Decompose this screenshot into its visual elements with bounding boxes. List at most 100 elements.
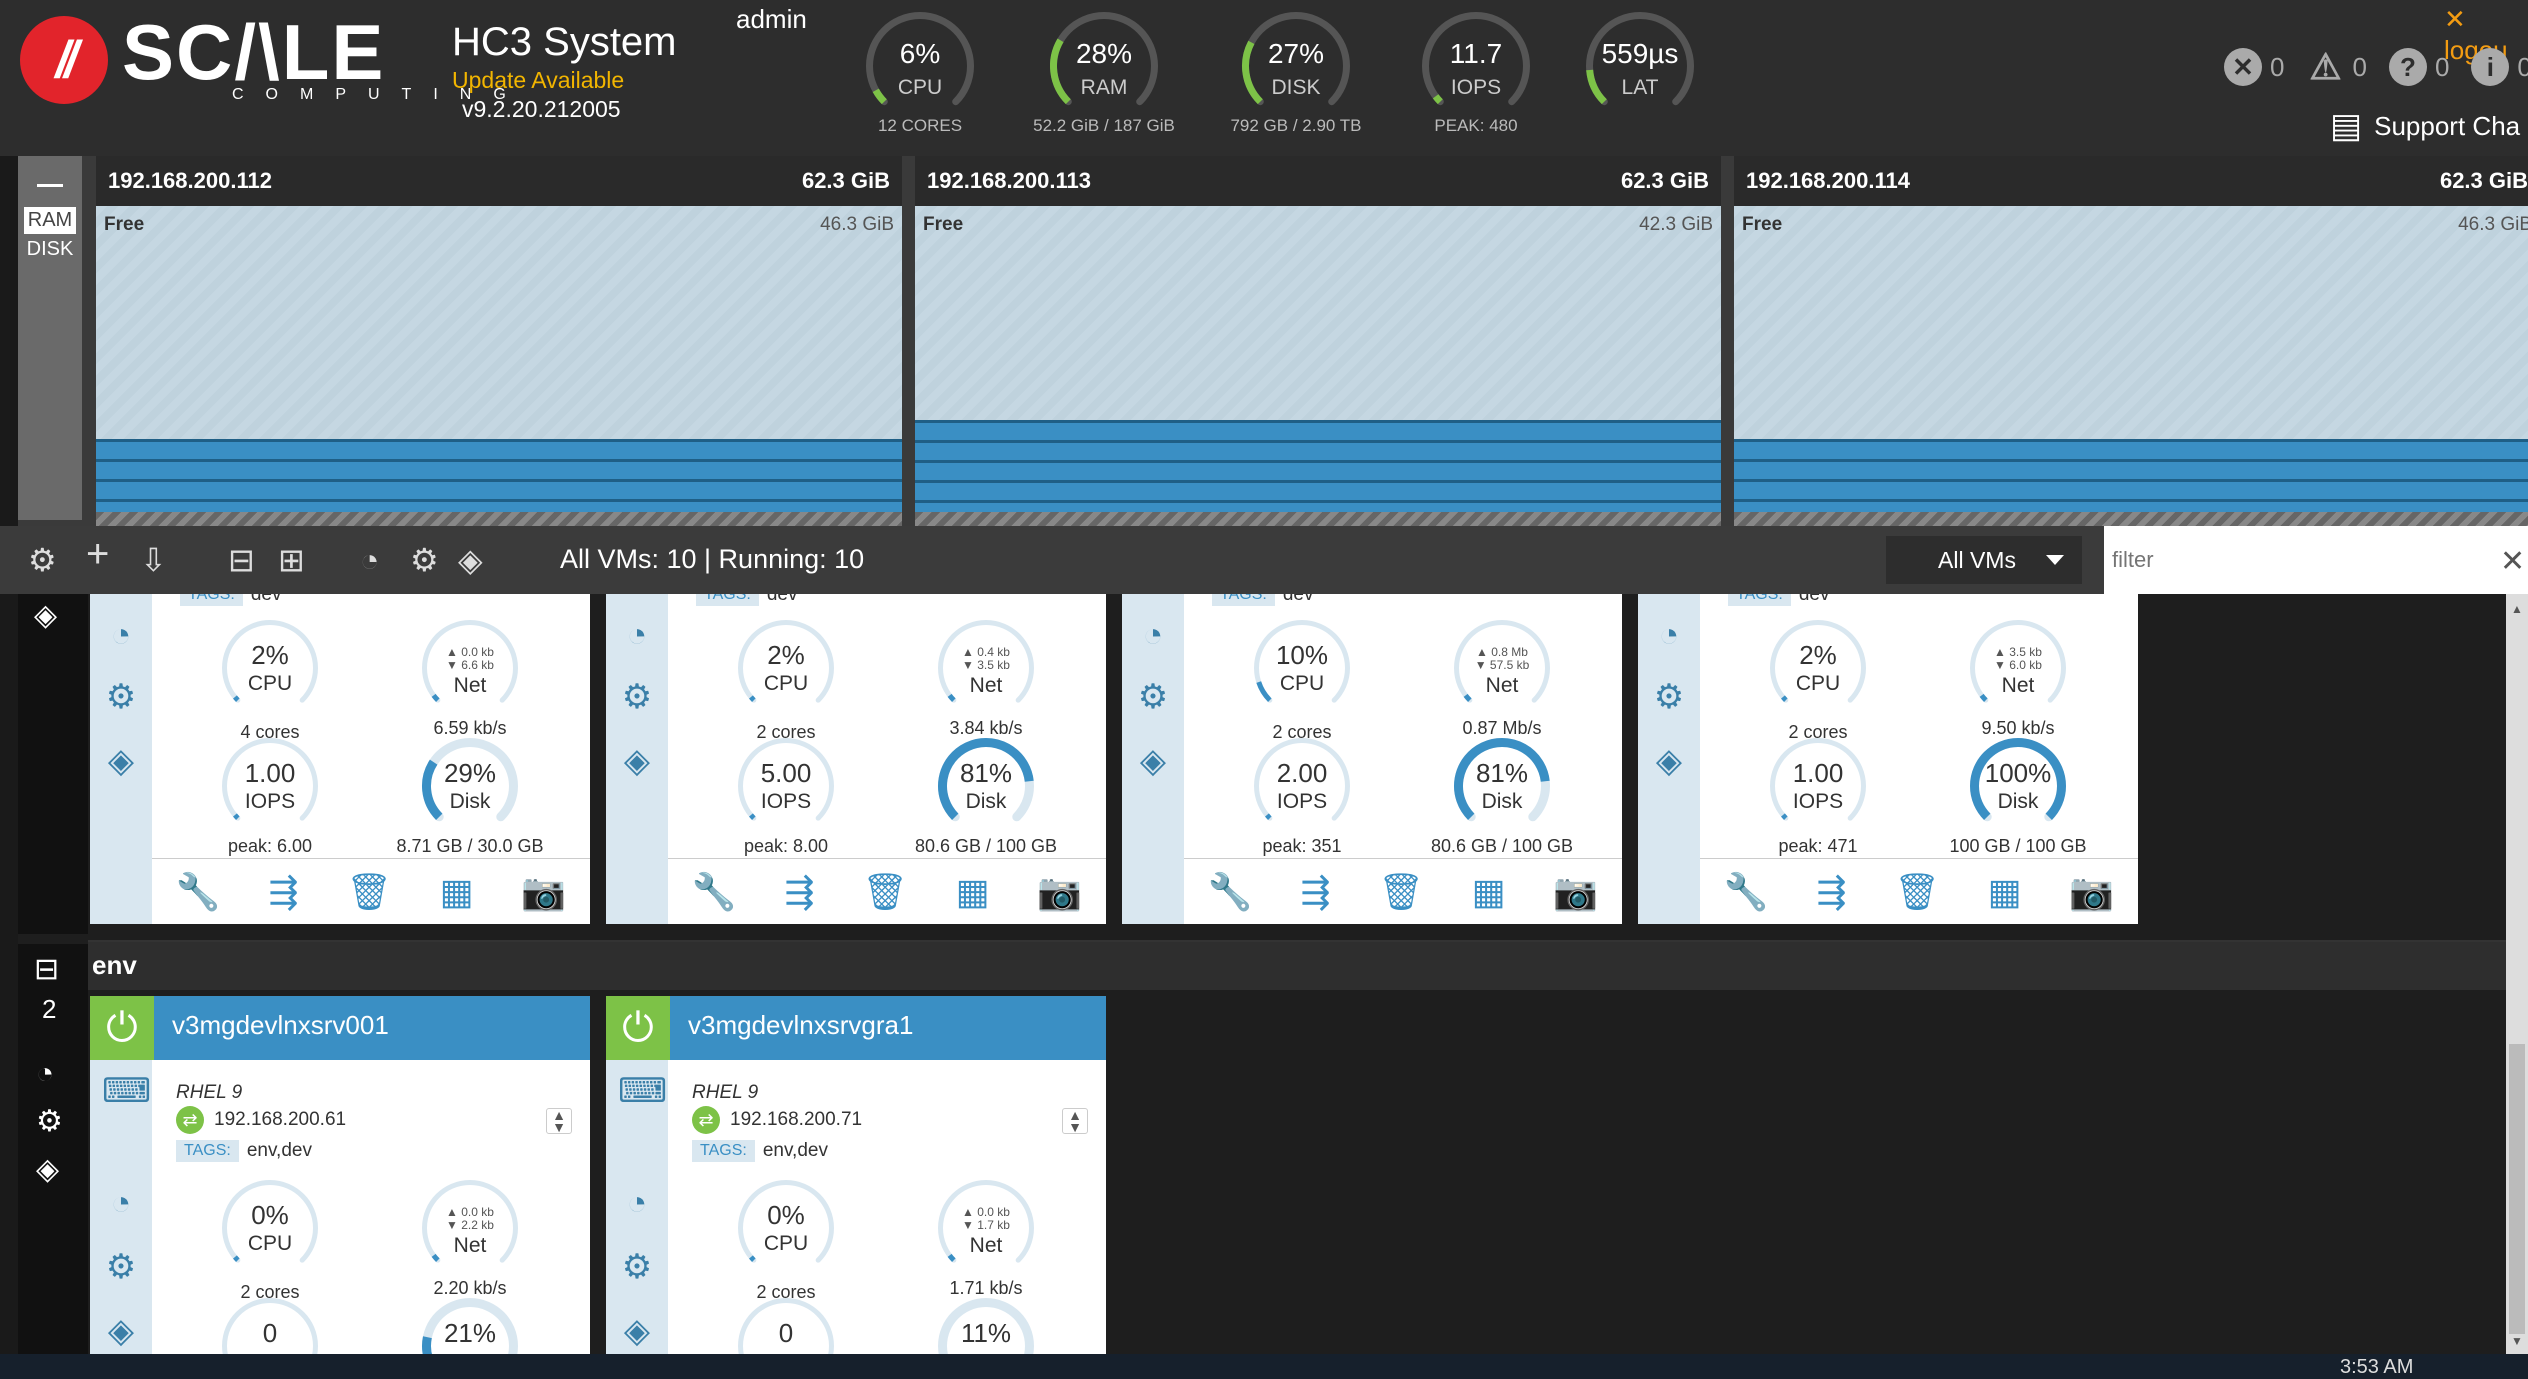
vm-card[interactable]: ◔ ⚙ ◈ TAGS: dev 🔧 ⇶ 🗑 ▦ 📷 2% CPU 4 cores ▲ 0…	[90, 594, 590, 924]
layers-icon[interactable]: ◈	[107, 1312, 135, 1350]
dashboard-gauge-icon[interactable]: ◔	[626, 616, 648, 654]
dashboard-gauge-icon[interactable]: ◔	[626, 1184, 648, 1222]
dashboard-gauge-icon[interactable]: ◔	[36, 1057, 55, 1090]
clone-icon[interactable]: ▦	[1471, 870, 1506, 912]
ram-toggle[interactable]: RAM	[24, 207, 76, 234]
ip-toggle-stepper[interactable]: ▲ ▼	[1062, 1108, 1088, 1134]
node-view-toggle: RAM DISK	[18, 156, 82, 520]
cpu-gauge: 2% CPU	[1768, 618, 1868, 718]
layers-icon[interactable]: ◈	[623, 742, 651, 780]
delete-icon[interactable]: 🗑	[862, 870, 908, 912]
expand-groups-icon[interactable]: ⊞	[278, 542, 305, 578]
vm-card[interactable]: ◔ ⚙ ◈ TAGS: dev 🔧 ⇶ 🗑 ▦ 📷 2% CPU 2 cores ▲ 0…	[606, 594, 1106, 924]
console-icon[interactable]: ⌨	[102, 1072, 152, 1110]
cpu-value: 0%	[251, 1200, 289, 1230]
collapse-icon[interactable]	[37, 184, 63, 187]
layers-icon[interactable]: ◈	[458, 542, 483, 578]
vm-name[interactable]: v3mgdevlnxsrvgra1	[688, 1010, 914, 1040]
power-icon[interactable]: ⏻	[606, 996, 670, 1060]
snapshot-icon[interactable]: 📷	[521, 870, 567, 912]
settings-gear-icon[interactable]: ⚙	[621, 678, 653, 716]
gauge-value: 6%	[899, 38, 941, 69]
vm-card[interactable]: ◔ ⚙ ◈ TAGS: dev 🔧 ⇶ 🗑 ▦ 📷 10% CPU 2 cores ▲ …	[1122, 594, 1622, 924]
disk-toggle[interactable]: DISK	[26, 238, 74, 260]
console-icon[interactable]: ⌨	[618, 1072, 668, 1110]
vm-card[interactable]: ⏻ v3mgdevlnxsrvgra1 ⌨ ◔ ⚙ ◈ RHEL 9 ⇄ 192.…	[606, 996, 1106, 1379]
dashboard-gauge-icon[interactable]: ◔	[1142, 616, 1164, 654]
warning-count[interactable]: ⚠ 0	[2306, 46, 2367, 87]
support-chat-button[interactable]: ▤ Support Cha	[2330, 106, 2520, 146]
layers-icon[interactable]: ◈	[623, 1312, 651, 1350]
cluster-settings-icon[interactable]: ⚙	[410, 542, 439, 578]
main-scrollbar[interactable]: ▲ ▼	[2506, 594, 2528, 1354]
settings-gear-icon[interactable]: ⚙	[36, 1105, 63, 1138]
migrate-icon[interactable]: ⇶	[268, 870, 299, 912]
wrench-icon[interactable]: 🔧	[1723, 870, 1769, 912]
node-card[interactable]: 192.168.200.113 62.3 GiB Free 42.3 GiB	[915, 156, 1721, 526]
ram-usage-line	[915, 499, 1721, 503]
app-header: // SC/\LE COMPUTING HC3 System Update Av…	[0, 0, 2528, 156]
disk-value: 29%	[443, 758, 497, 788]
migrate-icon[interactable]: ⇶	[784, 870, 815, 912]
vm-ip: ⇄ 192.168.200.71	[692, 1106, 862, 1134]
dashboard-gauge-icon[interactable]: ◔	[110, 616, 132, 654]
scroll-up-icon[interactable]: ▲	[2511, 602, 2523, 616]
migrate-icon[interactable]: ⇶	[1816, 870, 1847, 912]
delete-icon[interactable]: 🗑	[1378, 870, 1424, 912]
gauge-track	[938, 620, 1034, 703]
settings-gear-icon[interactable]: ⚙	[105, 1248, 137, 1286]
clone-icon[interactable]: ▦	[1987, 870, 2022, 912]
layers-icon[interactable]: ◈	[1139, 742, 1167, 780]
ram-usage-line	[96, 438, 902, 442]
vm-card[interactable]: ◔ ⚙ ◈ TAGS: dev 🔧 ⇶ 🗑 ▦ 📷 2% CPU 2 cores ▲ 3…	[1638, 594, 2138, 924]
snapshot-icon[interactable]: 📷	[1037, 870, 1083, 912]
scrollbar-thumb[interactable]	[2509, 1044, 2525, 1334]
gauge-label: RAM	[1080, 76, 1128, 99]
node-free-label: Free	[1742, 214, 1783, 235]
wrench-icon[interactable]: 🔧	[691, 870, 737, 912]
node-header: 192.168.200.114 62.3 GiB	[1734, 156, 2528, 206]
settings-gear-icon[interactable]: ⚙	[105, 678, 137, 716]
migrate-icon[interactable]: ⇶	[1300, 870, 1331, 912]
node-card[interactable]: 192.168.200.112 62.3 GiB Free 46.3 GiB	[96, 156, 902, 526]
delete-icon[interactable]: 🗑	[346, 870, 392, 912]
snapshot-icon[interactable]: 📷	[1553, 870, 1599, 912]
unknown-count[interactable]: ? 0	[2388, 48, 2449, 86]
layers-icon[interactable]: ◈	[36, 1153, 60, 1186]
wrench-icon[interactable]: 🔧	[1207, 870, 1253, 912]
settings-gear-icon[interactable]: ⚙	[621, 1248, 653, 1286]
vm-filter-select[interactable]: All VMs	[1886, 536, 2082, 584]
gauge-arc	[738, 738, 834, 821]
snapshot-icon[interactable]: 📷	[2069, 870, 2115, 912]
error-count[interactable]: ✕ 0	[2224, 48, 2284, 86]
ip-toggle-stepper[interactable]: ▲ ▼	[546, 1108, 572, 1134]
settings-gear-icon[interactable]: ⚙	[28, 542, 57, 578]
dashboard-gauge-icon[interactable]: ◔	[1658, 616, 1680, 654]
add-vm-icon[interactable]: +	[86, 532, 110, 576]
wrench-icon[interactable]: 🔧	[175, 870, 221, 912]
dashboard-gauge-icon[interactable]: ◔	[110, 1184, 132, 1222]
layers-icon[interactable]: ◈	[107, 742, 135, 780]
dashboard-gauge-icon[interactable]: ◔	[360, 542, 380, 578]
vm-name[interactable]: v3mgdevlnxsrv001	[172, 1010, 389, 1040]
scroll-down-icon[interactable]: ▼	[2511, 1334, 2523, 1348]
collapse-group-icon[interactable]: ⊟	[34, 953, 60, 986]
gauge-arc	[222, 738, 318, 821]
scale-logo[interactable]: // SC/\LE COMPUTING	[20, 13, 528, 104]
node-card[interactable]: 192.168.200.114 62.3 GiB Free 46.3 GiB	[1734, 156, 2528, 526]
vm-card[interactable]: ⏻ v3mgdevlnxsrv001 ⌨ ◔ ⚙ ◈ RHEL 9 ⇄ 192.1…	[90, 996, 590, 1379]
settings-gear-icon[interactable]: ⚙	[1653, 678, 1685, 716]
settings-gear-icon[interactable]: ⚙	[1137, 678, 1169, 716]
clone-icon[interactable]: ▦	[439, 870, 474, 912]
layers-icon[interactable]: ◈	[1655, 742, 1683, 780]
layers-icon[interactable]: ◈	[34, 599, 58, 632]
import-icon[interactable]: ⇩	[140, 542, 167, 578]
clear-filter-icon[interactable]: ✕	[2500, 545, 2526, 578]
delete-icon[interactable]: 🗑	[1894, 870, 1940, 912]
filter-input[interactable]	[2104, 526, 2528, 594]
clone-icon[interactable]: ▦	[955, 870, 990, 912]
power-icon[interactable]: ⏻	[90, 996, 154, 1060]
update-available-link[interactable]: Update Available	[452, 67, 625, 93]
collapse-groups-icon[interactable]: ⊟	[228, 542, 255, 578]
